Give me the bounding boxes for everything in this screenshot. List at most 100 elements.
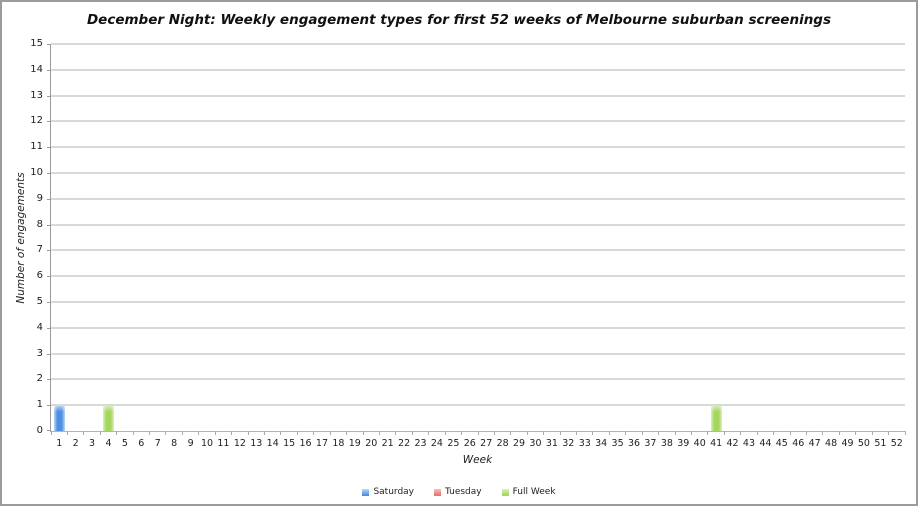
x-axis-tick <box>296 431 298 435</box>
x-axis-tick <box>871 431 873 435</box>
chart-title: December Night: Weekly engagement types … <box>86 12 832 28</box>
x-axis-tick <box>132 431 134 435</box>
gridline <box>51 301 905 303</box>
x-axis-tick <box>165 431 167 435</box>
y-axis-tick <box>47 121 51 123</box>
x-axis-label: 21 <box>381 438 394 449</box>
y-axis-label: 6 <box>36 270 43 282</box>
x-axis-label: 41 <box>710 438 723 449</box>
x-axis-label: 28 <box>496 438 509 449</box>
gridline <box>51 223 905 226</box>
y-axis-tick <box>47 147 51 149</box>
x-axis-label: 43 <box>742 438 756 449</box>
y-axis-tick <box>47 379 51 381</box>
x-axis-tick <box>691 431 692 435</box>
y-axis-label: 5 <box>36 296 43 307</box>
x-axis-label: 27 <box>480 438 493 449</box>
x-axis-label: 30 <box>529 438 542 449</box>
y-axis-label: 0 <box>36 425 43 436</box>
gridline <box>51 146 905 149</box>
x-axis-tick <box>313 431 315 435</box>
gridline <box>51 172 905 174</box>
x-axis-tick <box>608 431 610 435</box>
y-axis-tick <box>47 276 51 278</box>
x-axis-tick <box>149 431 151 435</box>
x-axis-tick <box>50 431 52 435</box>
x-axis-label: 33 <box>578 438 591 449</box>
legend-item-saturday: Saturday <box>362 487 414 497</box>
x-axis-tick <box>411 431 413 435</box>
x-axis-label: 13 <box>250 438 263 449</box>
gridline <box>51 94 905 97</box>
legend-label-saturday: Saturday <box>373 487 414 497</box>
chart-legend: Saturday Tuesday Full Week <box>2 487 916 497</box>
legend-swatch-saturday <box>362 488 370 496</box>
gridline <box>51 249 905 252</box>
x-axis-tick <box>559 431 561 435</box>
x-axis-tick <box>674 431 676 435</box>
x-axis-label: 2 <box>72 438 79 449</box>
y-axis-tick <box>47 405 51 407</box>
x-axis-tick <box>510 431 512 435</box>
x-axis-label: 18 <box>332 438 345 449</box>
x-axis-tick <box>904 431 906 435</box>
y-axis-label: 9 <box>36 192 43 204</box>
x-axis-label: 23 <box>414 438 427 449</box>
x-axis-label: 1 <box>56 438 63 449</box>
gridline <box>51 326 905 329</box>
x-axis-tick <box>83 431 85 435</box>
legend-label-full-week: Full Week <box>512 487 556 497</box>
x-axis-tick <box>493 431 495 435</box>
y-axis-tick <box>47 250 51 252</box>
x-axis-tick <box>543 431 545 435</box>
x-axis-label: 38 <box>660 438 673 449</box>
x-axis-tick <box>723 431 725 435</box>
x-axis-label: 3 <box>89 438 96 449</box>
y-axis-tick <box>47 44 51 45</box>
x-axis-label: 47 <box>808 438 821 449</box>
x-axis-label: 14 <box>266 438 279 449</box>
x-axis-tick <box>625 431 627 435</box>
gridline <box>51 68 905 71</box>
x-axis-tick <box>822 431 824 435</box>
x-axis-tick <box>740 431 742 435</box>
x-axis-tick <box>346 431 348 435</box>
gridline <box>51 352 905 355</box>
gridline <box>51 275 905 278</box>
x-axis-label: 17 <box>315 438 329 449</box>
y-axis-label: 15 <box>30 38 43 49</box>
x-axis-tick <box>461 431 463 435</box>
x-axis-tick <box>805 431 807 435</box>
x-axis-label: 37 <box>644 438 657 449</box>
x-axis-tick <box>789 431 791 435</box>
x-axis-label: 7 <box>154 438 161 449</box>
x-axis-label: 52 <box>890 438 903 449</box>
x-axis-label: 29 <box>513 438 526 449</box>
x-axis-label: 16 <box>299 438 312 449</box>
x-axis-label: 25 <box>447 438 460 449</box>
y-axis-label: 7 <box>36 244 43 256</box>
x-axis-tick <box>362 431 364 435</box>
legend-item-full-week: Full Week <box>501 487 556 497</box>
y-axis-label: 10 <box>30 167 43 178</box>
y-axis-tick <box>47 173 51 174</box>
x-axis-label: 44 <box>759 438 772 449</box>
x-axis-tick <box>888 431 890 435</box>
x-axis-tick <box>280 431 282 435</box>
gridline <box>51 378 905 381</box>
x-axis-tick <box>773 431 775 435</box>
x-axis-label: 4 <box>105 438 112 449</box>
y-axis-tick <box>47 302 51 303</box>
x-axis-tick <box>231 431 233 435</box>
y-axis-label: 2 <box>36 373 43 385</box>
x-axis-tick <box>247 431 249 435</box>
x-axis-title: Week <box>462 454 493 466</box>
x-axis-label: 36 <box>627 438 641 449</box>
x-axis-tick <box>116 431 118 435</box>
x-axis-tick <box>855 431 857 435</box>
y-axis-label: 4 <box>36 321 43 333</box>
legend-swatch-full-week <box>501 488 509 496</box>
x-axis-label: 19 <box>348 438 361 449</box>
y-axis-label: 12 <box>30 115 43 127</box>
